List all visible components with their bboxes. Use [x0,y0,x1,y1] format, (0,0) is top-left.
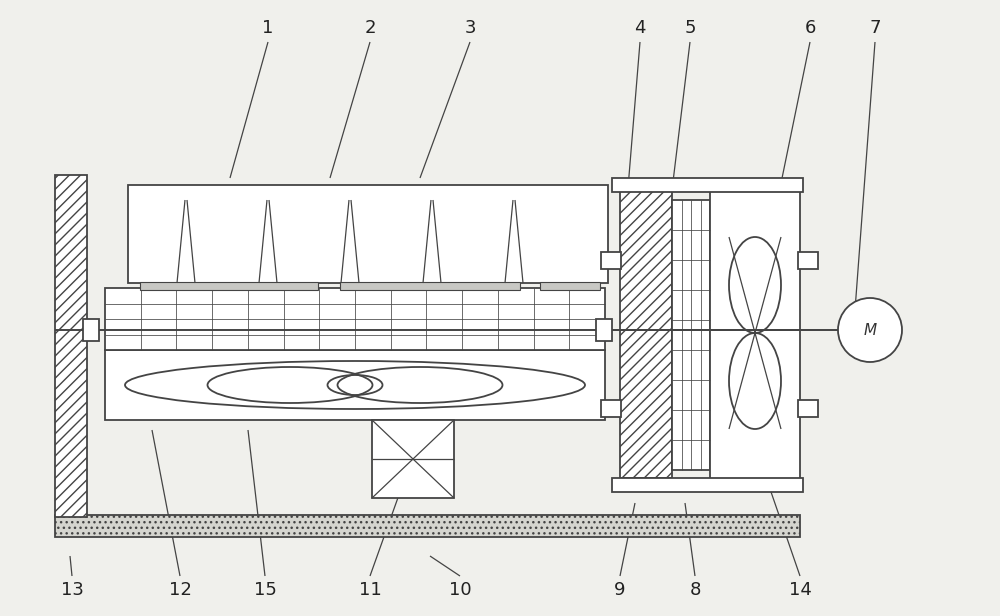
Bar [612,178,803,192]
Bar [601,400,621,417]
Text: 13: 13 [61,581,83,599]
Text: 7: 7 [869,19,881,37]
Bar [612,478,803,492]
Bar [340,282,520,290]
Bar [105,288,605,350]
Text: 8: 8 [689,581,701,599]
Bar [601,252,621,269]
Text: 4: 4 [634,19,646,37]
Text: 3: 3 [464,19,476,37]
Text: 12: 12 [169,581,191,599]
Text: 15: 15 [254,581,276,599]
Text: 6: 6 [804,19,816,37]
Text: 9: 9 [614,581,626,599]
Bar [620,188,672,478]
Bar [798,400,818,417]
Bar [140,282,318,290]
Text: 5: 5 [684,19,696,37]
Text: 1: 1 [262,19,274,37]
Text: 10: 10 [449,581,471,599]
Bar [372,420,454,498]
Text: 11: 11 [359,581,381,599]
Text: 2: 2 [364,19,376,37]
Bar [798,252,818,269]
Text: 14: 14 [789,581,811,599]
Text: M: M [863,323,877,338]
Bar [55,515,800,537]
Bar [540,282,600,290]
Bar [55,175,87,517]
Bar [596,319,612,341]
Bar [710,185,800,483]
Circle shape [838,298,902,362]
Bar [105,350,605,420]
Bar [672,200,710,470]
Bar [128,185,608,283]
Bar [83,319,99,341]
